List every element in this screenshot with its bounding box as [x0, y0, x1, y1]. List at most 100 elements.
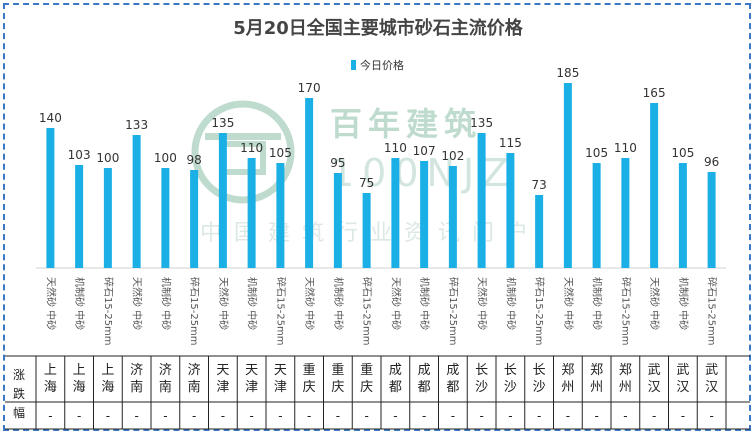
change-cell: - — [537, 409, 541, 423]
category-label: 机制砂 中砂 — [246, 277, 259, 330]
category-label: 碎石15-25mm — [274, 277, 287, 346]
category-label: 天然砂 中砂 — [131, 277, 144, 330]
bar — [448, 166, 457, 268]
category-label: 天然砂 中砂 — [303, 277, 316, 330]
bar — [563, 83, 572, 268]
bar-value-label: 73 — [531, 178, 546, 192]
bar — [161, 168, 170, 268]
city-cell: 天津 — [274, 363, 287, 395]
city-cell: 重庆 — [303, 362, 316, 395]
bar — [477, 133, 486, 268]
bar — [592, 163, 601, 268]
bar-value-label: 135 — [211, 116, 234, 130]
bar — [190, 170, 199, 268]
city-cell: 重庆 — [331, 362, 344, 395]
category-label: 机制砂 中砂 — [591, 277, 604, 330]
category-label: 天然砂 中砂 — [476, 277, 489, 330]
change-cell: - — [77, 409, 81, 423]
bar-value-label: 105 — [269, 146, 292, 160]
change-cell: - — [508, 409, 512, 423]
bar — [132, 135, 141, 268]
category-label: 天然砂 中砂 — [648, 277, 661, 330]
change-cell: - — [479, 409, 483, 423]
chart-frame — [3, 3, 751, 431]
city-cell: 上海 — [44, 363, 57, 395]
bar-value-label: 135 — [470, 116, 493, 130]
city-cell: 长沙 — [533, 363, 546, 395]
bar-value-label: 105 — [671, 146, 694, 160]
category-label: 天然砂 中砂 — [389, 277, 402, 330]
change-cell: - — [364, 409, 368, 423]
change-cell: - — [566, 409, 570, 423]
category-label: 碎石15-25mm — [361, 277, 374, 346]
category-label: 碎石15-25mm — [188, 277, 201, 346]
category-label: 机制砂 中砂 — [677, 277, 690, 330]
change-cell: - — [163, 409, 167, 423]
city-cell: 天津 — [245, 363, 258, 395]
bar — [218, 133, 227, 268]
city-cell: 济南 — [130, 363, 143, 395]
data-table: 涨跌幅 — [5, 355, 750, 430]
bar — [621, 158, 630, 268]
bar-value-label: 102 — [441, 149, 464, 163]
bar — [506, 153, 515, 268]
city-cell: 长沙 — [475, 363, 488, 395]
bar — [535, 195, 544, 268]
city-cell: 上海 — [73, 363, 86, 395]
bar — [362, 193, 371, 268]
change-cell: - — [221, 409, 225, 423]
city-cell: 郑州 — [590, 363, 603, 395]
bar-value-label: 100 — [154, 151, 177, 165]
city-cell: 长沙 — [504, 363, 517, 395]
city-cell: 重庆 — [360, 362, 373, 395]
bar-value-label: 75 — [359, 176, 374, 190]
change-cell: - — [278, 409, 282, 423]
bar-value-label: 103 — [68, 148, 91, 162]
category-label: 机制砂 中砂 — [73, 277, 86, 330]
bar-value-label: 185 — [556, 66, 579, 80]
city-cell: 郑州 — [619, 363, 632, 395]
legend: 今日价格 — [351, 58, 404, 72]
bar-value-label: 110 — [384, 141, 407, 155]
category-label: 天然砂 中砂 — [44, 277, 57, 330]
city-cell: 天津 — [216, 363, 229, 395]
category-label: 机制砂 中砂 — [159, 277, 172, 330]
city-cell: 郑州 — [561, 363, 574, 395]
bar — [103, 168, 112, 268]
chart-title: 5月20日全国主要城市砂石主流价格 — [233, 17, 524, 39]
category-label: 机制砂 中砂 — [504, 277, 517, 330]
change-cell: - — [134, 409, 138, 423]
change-cell: - — [393, 409, 397, 423]
bar-value-label: 107 — [413, 144, 436, 158]
bar-value-label: 115 — [499, 136, 522, 150]
bar — [391, 158, 400, 268]
bar — [650, 103, 659, 268]
category-labels: 天然砂 中砂 机制砂 中砂 碎石15-25mm 天然砂 中砂 机制砂 中砂 碎石15-25… — [44, 277, 718, 346]
change-cell: - — [106, 409, 110, 423]
category-label: 碎石15-25mm — [533, 277, 546, 346]
change-cell: - — [709, 409, 713, 423]
bar — [247, 158, 256, 268]
change-cell: - — [623, 409, 627, 423]
bars — [46, 83, 716, 268]
category-label: 碎石15-25mm — [447, 277, 460, 346]
city-cell: 成都 — [389, 363, 402, 395]
category-label: 机制砂 中砂 — [332, 277, 345, 330]
city-cell: 成都 — [418, 363, 431, 395]
change-cell: - — [652, 409, 656, 423]
change-cell: - — [249, 409, 253, 423]
bar-value-label: 165 — [643, 86, 666, 100]
change-cell: - — [422, 409, 426, 423]
value-labels: 140 103 100 133 100 98 135 110 105 170 95 75 110 107 1… — [39, 66, 719, 192]
change-cell: - — [681, 409, 685, 423]
bar-value-label: 95 — [330, 156, 345, 170]
city-row: 上海上海上海济南济南济南天津天津天津重庆重庆重庆成都成都成都长沙长沙长沙郑州郑州… — [44, 362, 718, 395]
change-cell: - — [307, 409, 311, 423]
city-cell: 武汉 — [705, 363, 718, 395]
bar — [333, 173, 342, 268]
change-row-label: 涨跌幅 — [13, 367, 25, 420]
category-label: 碎石15-25mm — [706, 277, 719, 346]
bar — [305, 98, 314, 268]
legend-swatch — [351, 60, 356, 70]
